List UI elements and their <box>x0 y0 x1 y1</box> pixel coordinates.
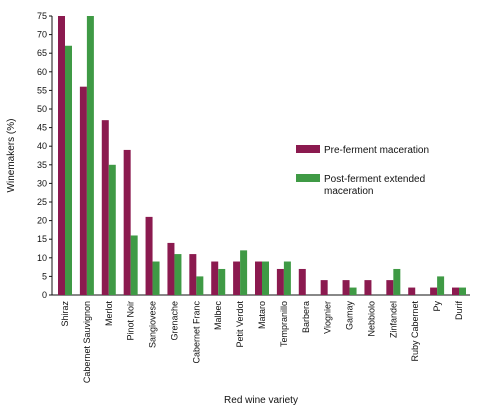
bar-post-ferment <box>86 16 94 295</box>
bar-pre-ferment <box>101 120 109 295</box>
y-tick-label: 25 <box>37 197 47 207</box>
category-labels: Shiraz Cabernet Sauvignon Merlot Pinot Noir… <box>60 301 464 384</box>
category-label: Merlot <box>104 301 114 327</box>
bar-pre-ferment <box>255 261 262 295</box>
bar-pre-ferment <box>298 268 306 295</box>
bar-post-ferment <box>196 276 204 295</box>
category-label: Grenache <box>169 301 179 341</box>
category-label: Viognier <box>323 301 333 334</box>
category-label: Py <box>432 301 442 312</box>
category-label: Nebbiolo <box>366 301 376 337</box>
category-label: Tempranillo <box>279 301 289 347</box>
category-label: Malbec <box>213 301 223 331</box>
bar-pre-ferment <box>233 261 241 295</box>
bar-pre-ferment <box>211 261 219 295</box>
y-tick-label: 75 <box>37 11 47 21</box>
bar-post-ferment <box>437 276 445 295</box>
category-label: Durif <box>454 301 464 321</box>
bar-post-ferment <box>393 268 401 295</box>
bar-post-ferment <box>65 45 72 296</box>
bar-post-ferment <box>218 268 226 295</box>
bar-pre-ferment <box>408 287 416 295</box>
legend: Pre-ferment maceration Post-ferment exte… <box>296 145 429 197</box>
legend-label-post-ferment: Post-ferment extended maceration <box>324 174 425 197</box>
bar-post-ferment <box>130 235 138 295</box>
category-label: Shiraz <box>60 301 70 327</box>
bar-post-ferment <box>108 164 116 295</box>
bar-pre-ferment <box>364 280 372 295</box>
y-axis: 0 5 10 15 20 25 30 35 40 45 50 55 60 65 70 75 <box>37 11 53 300</box>
bar-post-ferment <box>174 254 182 295</box>
bar-pre-ferment <box>276 268 284 295</box>
bar-pre-ferment <box>58 16 65 295</box>
legend-swatch-post-ferment <box>296 174 320 182</box>
bar-post-ferment <box>283 261 291 295</box>
bar-post-ferment <box>349 287 357 295</box>
legend-label-pre-ferment: Pre-ferment maceration <box>324 145 429 156</box>
y-tick-label: 15 <box>37 234 47 244</box>
bar-post-ferment <box>240 250 248 295</box>
y-tick-label: 60 <box>37 67 47 77</box>
bar-post-ferment <box>459 287 466 295</box>
bar-pre-ferment <box>189 254 197 295</box>
bar-pre-ferment <box>320 280 328 295</box>
y-tick-label: 10 <box>37 253 47 263</box>
y-tick-label: 20 <box>37 216 47 226</box>
bar-pre-ferment <box>342 280 350 295</box>
category-label: Petit Verdot <box>235 301 245 348</box>
category-label: Barbera <box>301 301 311 333</box>
category-label: Gamay <box>345 301 355 331</box>
bars <box>58 16 466 296</box>
category-label: Mataro <box>257 301 267 329</box>
y-tick-label: 45 <box>37 123 47 133</box>
bar-post-ferment <box>152 261 160 295</box>
bar-pre-ferment <box>79 86 87 296</box>
x-axis-title: Red wine variety <box>224 395 298 406</box>
category-label: Cabernet Franc <box>191 301 201 364</box>
category-label: Ruby Cabernet <box>410 301 420 362</box>
legend-swatch-pre-ferment <box>296 145 320 153</box>
y-tick-label: 70 <box>37 30 47 40</box>
y-tick-label: 65 <box>37 48 47 58</box>
y-tick-label: 40 <box>37 141 47 151</box>
bar-post-ferment <box>262 261 269 295</box>
y-tick-label: 30 <box>37 178 47 188</box>
bar-pre-ferment <box>145 216 153 295</box>
bar-pre-ferment <box>167 242 175 295</box>
category-label: Sangiovese <box>148 301 158 348</box>
bar-pre-ferment <box>452 287 459 295</box>
category-label: Pinot Noir <box>126 301 136 341</box>
y-tick-label: 35 <box>37 160 47 170</box>
y-tick-label: 50 <box>37 104 47 114</box>
category-label: Zinfandel <box>388 301 398 338</box>
bar-pre-ferment <box>123 149 131 295</box>
bar-pre-ferment <box>430 287 438 295</box>
y-axis-title: Winemakers (%) <box>6 119 17 193</box>
y-tick-label: 55 <box>37 85 47 95</box>
category-label: Cabernet Sauvignon <box>82 301 92 383</box>
bar-pre-ferment <box>386 280 394 295</box>
y-tick-label: 0 <box>42 290 47 300</box>
y-tick-label: 5 <box>42 271 47 281</box>
